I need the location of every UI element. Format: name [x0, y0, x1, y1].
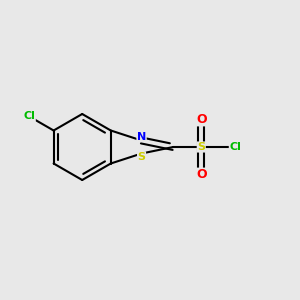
Text: O: O	[196, 113, 207, 126]
Text: Cl: Cl	[23, 112, 35, 122]
Text: S: S	[137, 152, 146, 162]
Text: Cl: Cl	[229, 142, 241, 152]
Text: S: S	[197, 142, 205, 152]
Text: N: N	[137, 131, 146, 142]
Text: O: O	[196, 168, 207, 181]
